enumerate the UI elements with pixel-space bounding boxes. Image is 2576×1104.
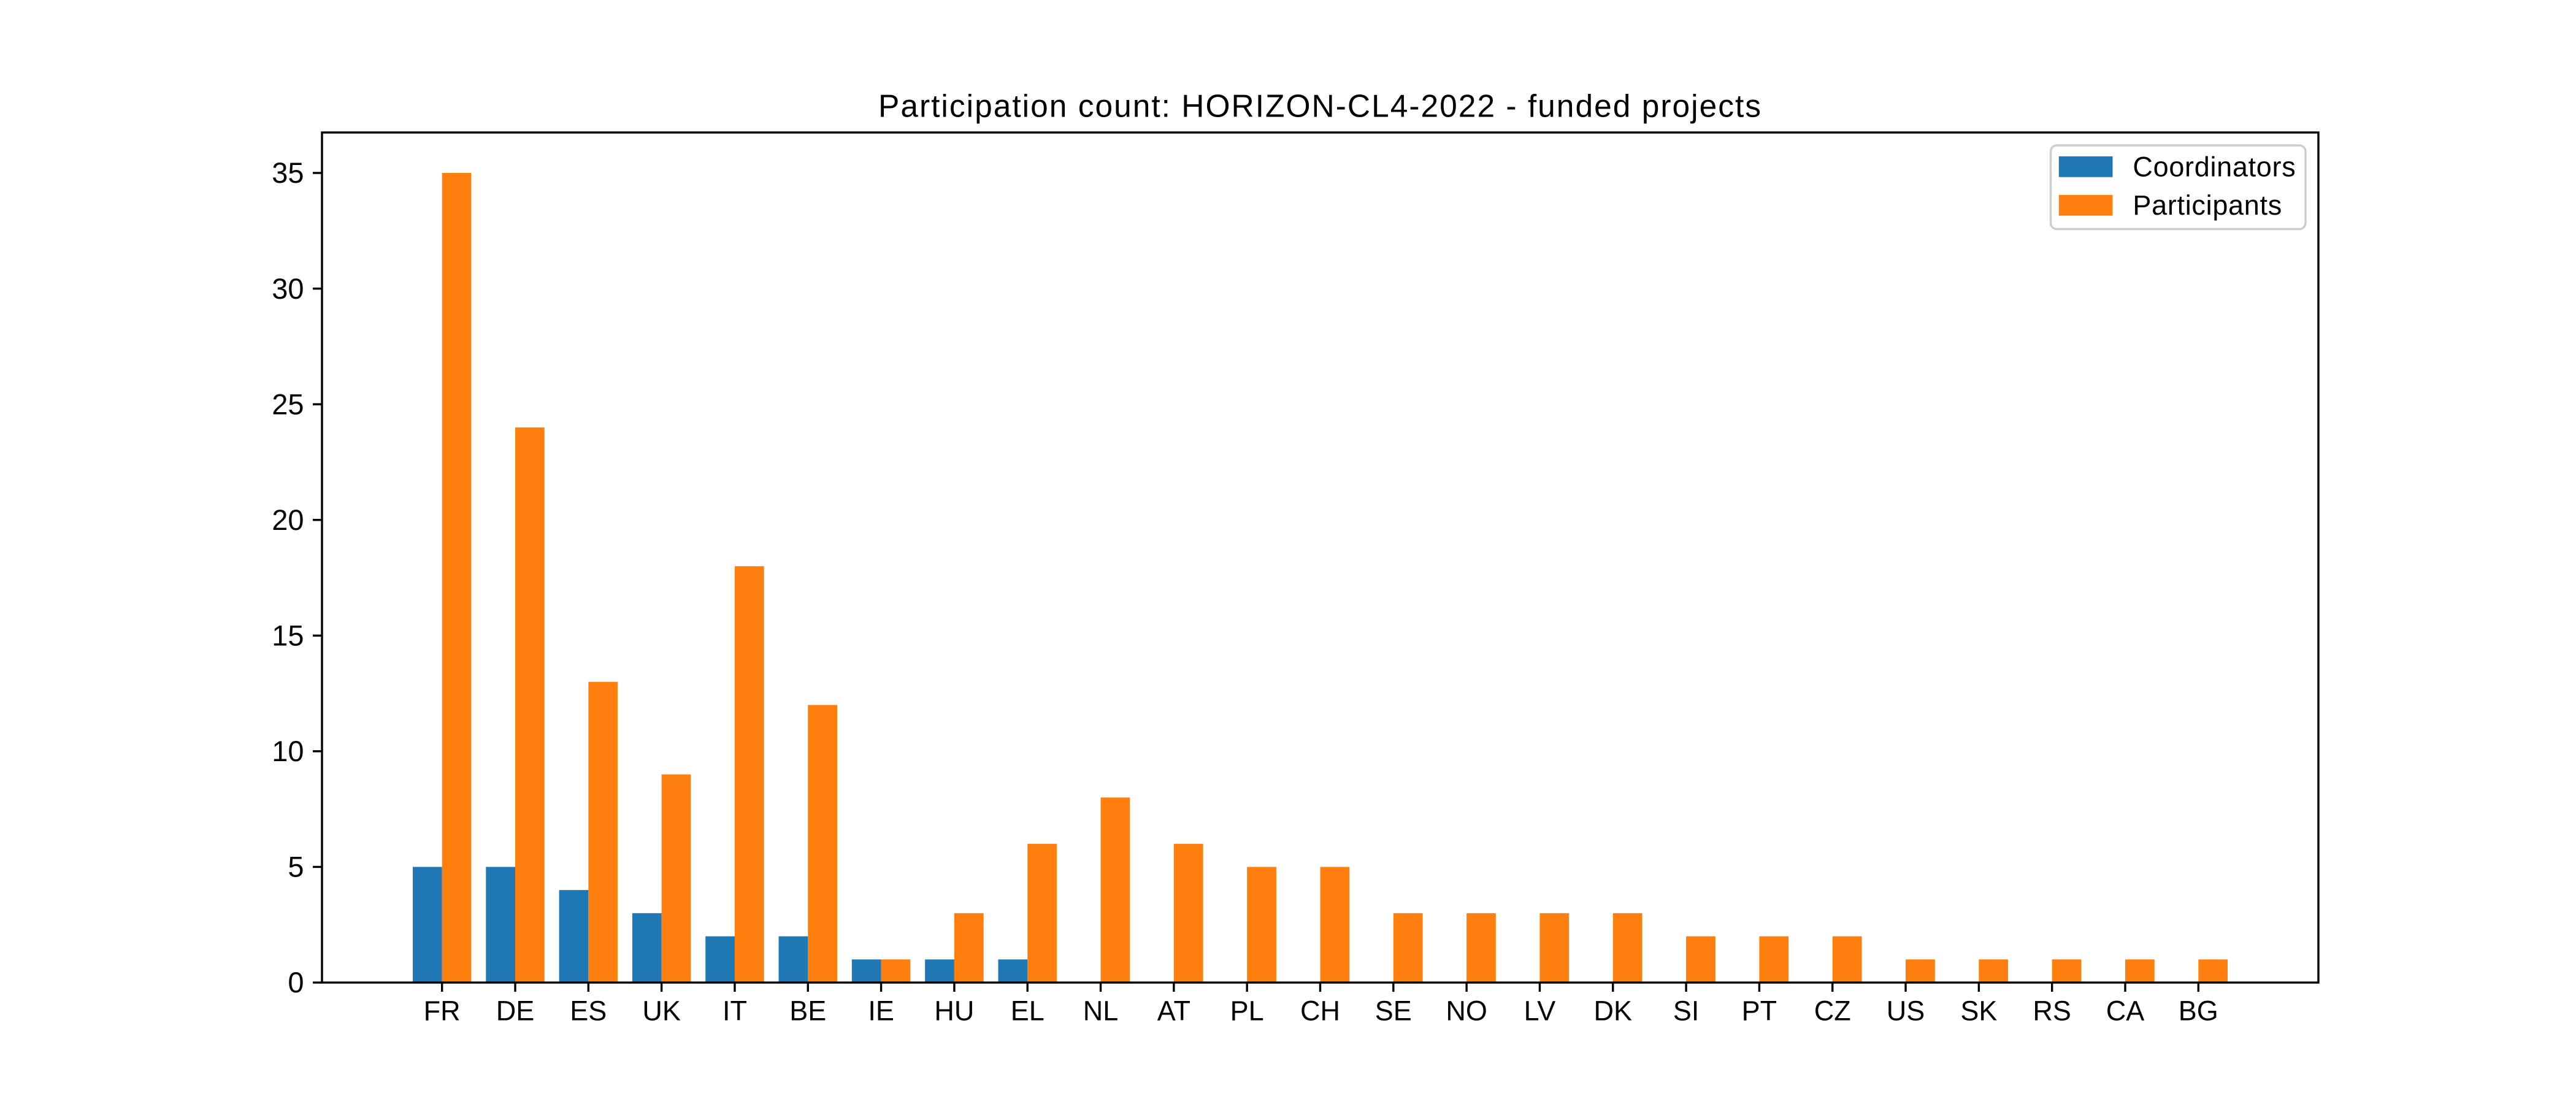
svg-text:PL: PL	[1230, 995, 1264, 1027]
svg-text:DE: DE	[496, 995, 535, 1027]
svg-text:US: US	[1887, 995, 1925, 1027]
svg-text:Participants: Participants	[2133, 190, 2282, 221]
svg-text:BE: BE	[789, 995, 826, 1027]
svg-text:NL: NL	[1083, 995, 1119, 1027]
svg-text:RS: RS	[2033, 995, 2071, 1027]
svg-text:SE: SE	[1375, 995, 1412, 1027]
svg-text:CZ: CZ	[1814, 995, 1851, 1027]
svg-text:CH: CH	[1300, 995, 1340, 1027]
svg-text:UK: UK	[642, 995, 681, 1027]
svg-text:EL: EL	[1011, 995, 1045, 1027]
svg-text:15: 15	[272, 619, 304, 651]
svg-text:20: 20	[272, 504, 304, 536]
svg-text:10: 10	[272, 735, 304, 767]
svg-text:FR: FR	[424, 995, 461, 1027]
svg-text:25: 25	[272, 388, 304, 420]
svg-text:30: 30	[272, 272, 304, 305]
svg-text:Participation count: HORIZON-C: Participation count: HORIZON-CL4-2022 - …	[878, 88, 1762, 123]
svg-text:SK: SK	[1960, 995, 1997, 1027]
svg-text:35: 35	[272, 156, 304, 189]
svg-text:IT: IT	[723, 995, 747, 1027]
svg-text:Coordinators: Coordinators	[2133, 151, 2296, 182]
svg-text:NO: NO	[1446, 995, 1487, 1027]
svg-text:DK: DK	[1594, 995, 1633, 1027]
svg-text:HU: HU	[934, 995, 974, 1027]
svg-text:LV: LV	[1524, 995, 1556, 1027]
svg-text:IE: IE	[868, 995, 894, 1027]
svg-text:BG: BG	[2179, 995, 2218, 1027]
svg-text:CA: CA	[2106, 995, 2145, 1027]
svg-text:ES: ES	[570, 995, 607, 1027]
svg-text:0: 0	[288, 966, 304, 999]
svg-text:SI: SI	[1673, 995, 1700, 1027]
svg-text:AT: AT	[1157, 995, 1190, 1027]
svg-text:5: 5	[288, 851, 304, 883]
svg-text:PT: PT	[1742, 995, 1777, 1027]
